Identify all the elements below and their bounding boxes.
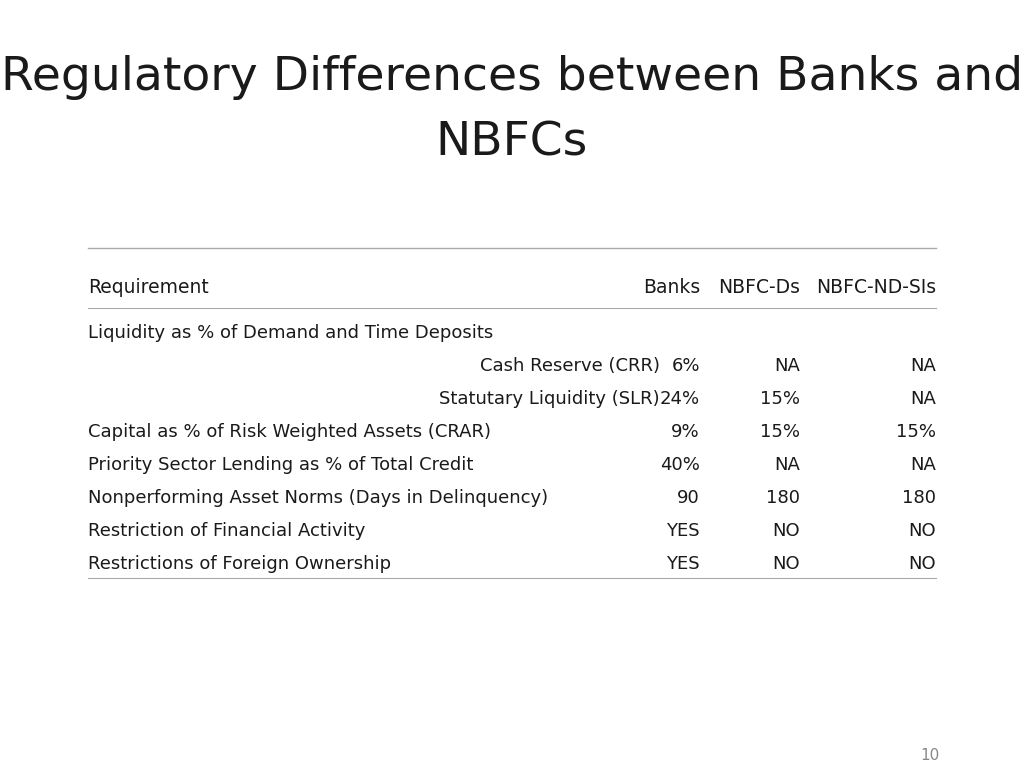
Text: NA: NA — [910, 390, 936, 408]
Text: NBFC-ND-SIs: NBFC-ND-SIs — [816, 278, 936, 297]
Text: Priority Sector Lending as % of Total Credit: Priority Sector Lending as % of Total Cr… — [88, 456, 473, 474]
Text: Restrictions of Foreign Ownership: Restrictions of Foreign Ownership — [88, 554, 391, 573]
Text: NA: NA — [910, 357, 936, 375]
Text: 180: 180 — [902, 489, 936, 507]
Text: YES: YES — [667, 554, 700, 573]
Text: NO: NO — [772, 521, 800, 540]
Text: 90: 90 — [677, 489, 700, 507]
Text: Capital as % of Risk Weighted Assets (CRAR): Capital as % of Risk Weighted Assets (CR… — [88, 423, 490, 441]
Text: NBFCs: NBFCs — [436, 120, 588, 165]
Text: 10: 10 — [921, 748, 940, 763]
Text: 15%: 15% — [760, 390, 800, 408]
Text: 15%: 15% — [760, 423, 800, 441]
Text: NA: NA — [774, 456, 800, 474]
Text: 180: 180 — [766, 489, 800, 507]
Text: Restriction of Financial Activity: Restriction of Financial Activity — [88, 521, 366, 540]
Text: Regulatory Differences between Banks and: Regulatory Differences between Banks and — [1, 55, 1023, 100]
Text: 15%: 15% — [896, 423, 936, 441]
Text: 6%: 6% — [672, 357, 700, 375]
Text: 24%: 24% — [659, 390, 700, 408]
Text: Banks: Banks — [643, 278, 700, 297]
Text: NBFC-Ds: NBFC-Ds — [718, 278, 800, 297]
Text: 9%: 9% — [672, 423, 700, 441]
Text: NA: NA — [774, 357, 800, 375]
Text: NA: NA — [910, 456, 936, 474]
Text: Statutary Liquidity (SLR): Statutary Liquidity (SLR) — [439, 390, 660, 408]
Text: Nonperforming Asset Norms (Days in Delinquency): Nonperforming Asset Norms (Days in Delin… — [88, 489, 548, 507]
Text: NO: NO — [908, 554, 936, 573]
Text: YES: YES — [667, 521, 700, 540]
Text: NO: NO — [908, 521, 936, 540]
Text: NO: NO — [772, 554, 800, 573]
Text: Requirement: Requirement — [88, 278, 209, 297]
Text: 40%: 40% — [660, 456, 700, 474]
Text: Liquidity as % of Demand and Time Deposits: Liquidity as % of Demand and Time Deposi… — [88, 324, 494, 342]
Text: Cash Reserve (CRR): Cash Reserve (CRR) — [480, 357, 660, 375]
